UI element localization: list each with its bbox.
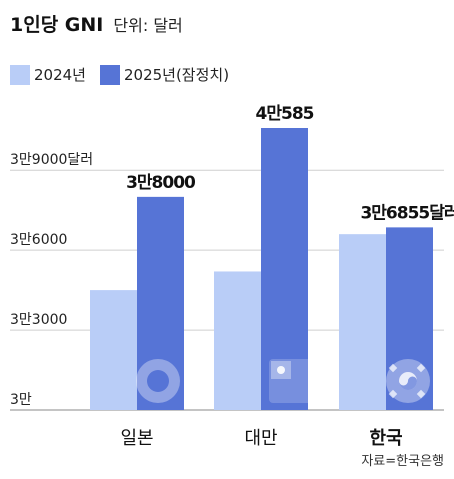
legend-swatch-2025 [99, 64, 120, 85]
y-tick-label: 3만9000달러 [10, 152, 93, 168]
x-tick-label: 일본 [120, 428, 153, 449]
bar-2024 [214, 271, 261, 410]
data-label: 4만585 [256, 104, 314, 124]
data-label: 3만6855달러 [360, 202, 454, 223]
korea-flag-trigram [416, 389, 426, 399]
korea-flag-trigram [388, 363, 398, 373]
japan-flag-dot [147, 370, 169, 392]
legend-label-2025: 2025년(잠정치) [123, 66, 230, 84]
bar-2025 [261, 128, 308, 410]
bar-2024 [339, 234, 386, 410]
korea-flag-trigram [416, 363, 426, 373]
unit-label: 단위: 달러 [113, 16, 183, 35]
data-label: 3만8000 [126, 173, 196, 193]
korea-flag-trigram [388, 389, 398, 399]
taiwan-flag-sun [277, 366, 285, 374]
korea-flag-taegeuk-lower [399, 376, 417, 390]
y-tick-label: 3만3000 [10, 312, 67, 328]
source-note: 자료=한국은행 [361, 454, 444, 469]
legend-swatch-2024 [10, 64, 30, 85]
y-tick-label: 3만 [10, 392, 32, 408]
chart-title: 1인당 GNI [10, 14, 104, 36]
chart-title-block: 1인당 GNI 단위: 달러 [10, 10, 183, 37]
x-tick-label: 대만 [244, 428, 277, 449]
legend-label-2024: 2024년 [34, 66, 86, 84]
legend: 2024년 2025년(잠정치) [10, 64, 229, 85]
bar-2024 [90, 290, 137, 410]
x-tick-label: 한국 [369, 428, 402, 449]
y-tick-label: 3만6000 [10, 232, 67, 248]
